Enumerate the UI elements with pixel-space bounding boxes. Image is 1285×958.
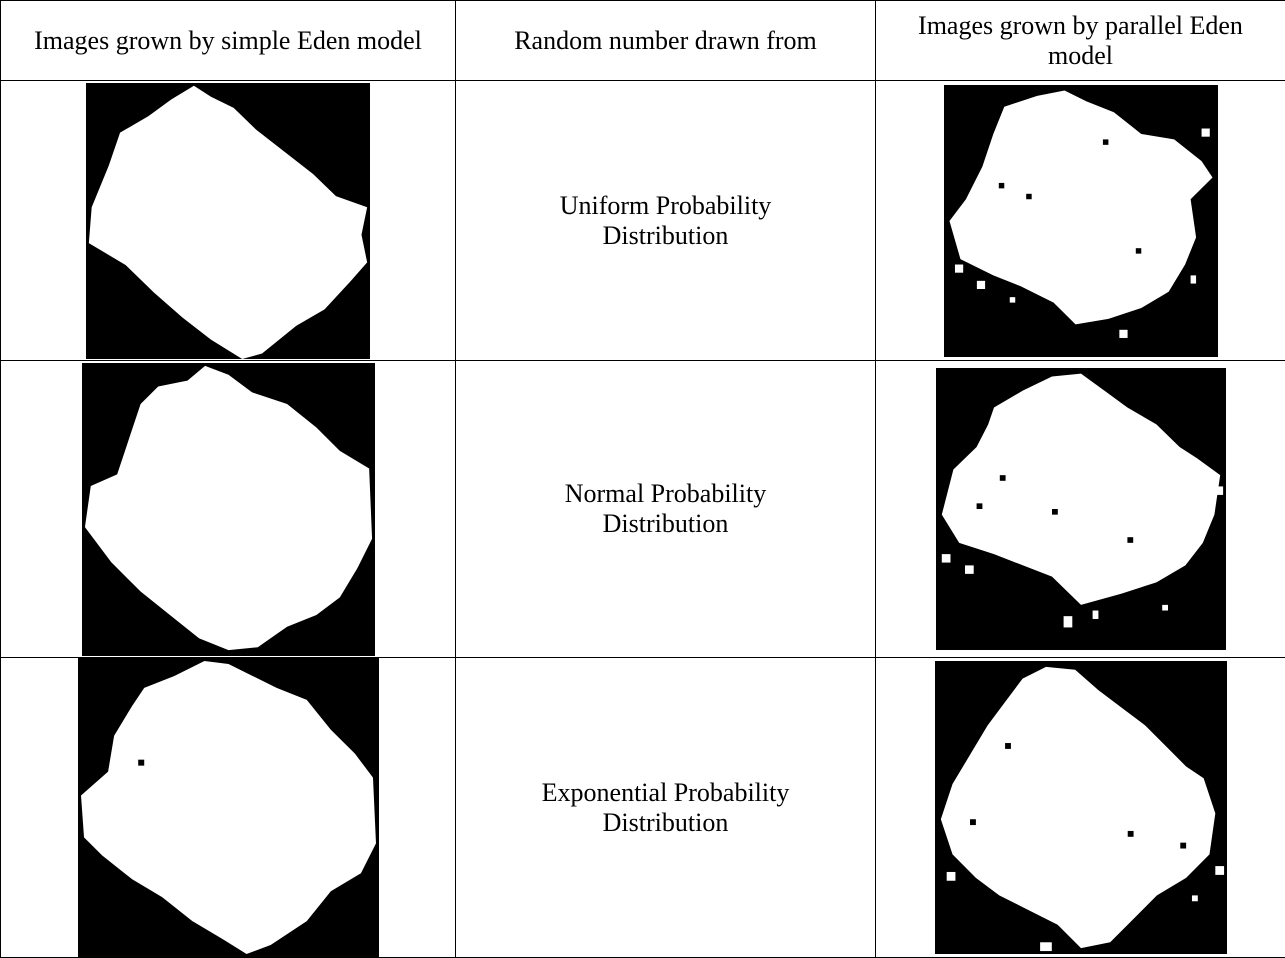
parallel-eden-image — [936, 368, 1226, 650]
header-cell: Random number drawn from — [456, 1, 876, 81]
distribution-label: Uniform Probability Distribution — [516, 191, 816, 251]
image-cell — [876, 361, 1285, 658]
header-cell: Images grown by parallel Eden model — [876, 1, 1285, 81]
table-row: Exponential Probability Distribution — [1, 658, 1285, 958]
image-cell — [1, 658, 456, 958]
image-cell — [1, 361, 456, 658]
text-cell: Normal Probability Distribution — [456, 361, 876, 658]
text-cell: Uniform Probability Distribution — [456, 81, 876, 361]
page: Images grown by simple Eden model Random… — [0, 0, 1285, 957]
distribution-label: Normal Probability Distribution — [516, 479, 816, 539]
parallel-eden-image — [935, 661, 1227, 954]
simple-eden-image — [82, 363, 375, 656]
image-cell — [876, 658, 1285, 958]
simple-eden-image — [78, 658, 379, 957]
results-table: Images grown by simple Eden model Random… — [0, 0, 1285, 958]
parallel-eden-image — [944, 85, 1218, 357]
table-row: Normal Probability Distribution — [1, 361, 1285, 658]
header-row: Images grown by simple Eden model Random… — [1, 1, 1285, 81]
image-cell — [1, 81, 456, 361]
text-cell: Exponential Probability Distribution — [456, 658, 876, 958]
image-cell — [876, 81, 1285, 361]
distribution-label: Exponential Probability Distribution — [516, 778, 816, 838]
table-row: Uniform Probability Distribution — [1, 81, 1285, 361]
simple-eden-image — [86, 83, 370, 359]
header-cell: Images grown by simple Eden model — [1, 1, 456, 81]
